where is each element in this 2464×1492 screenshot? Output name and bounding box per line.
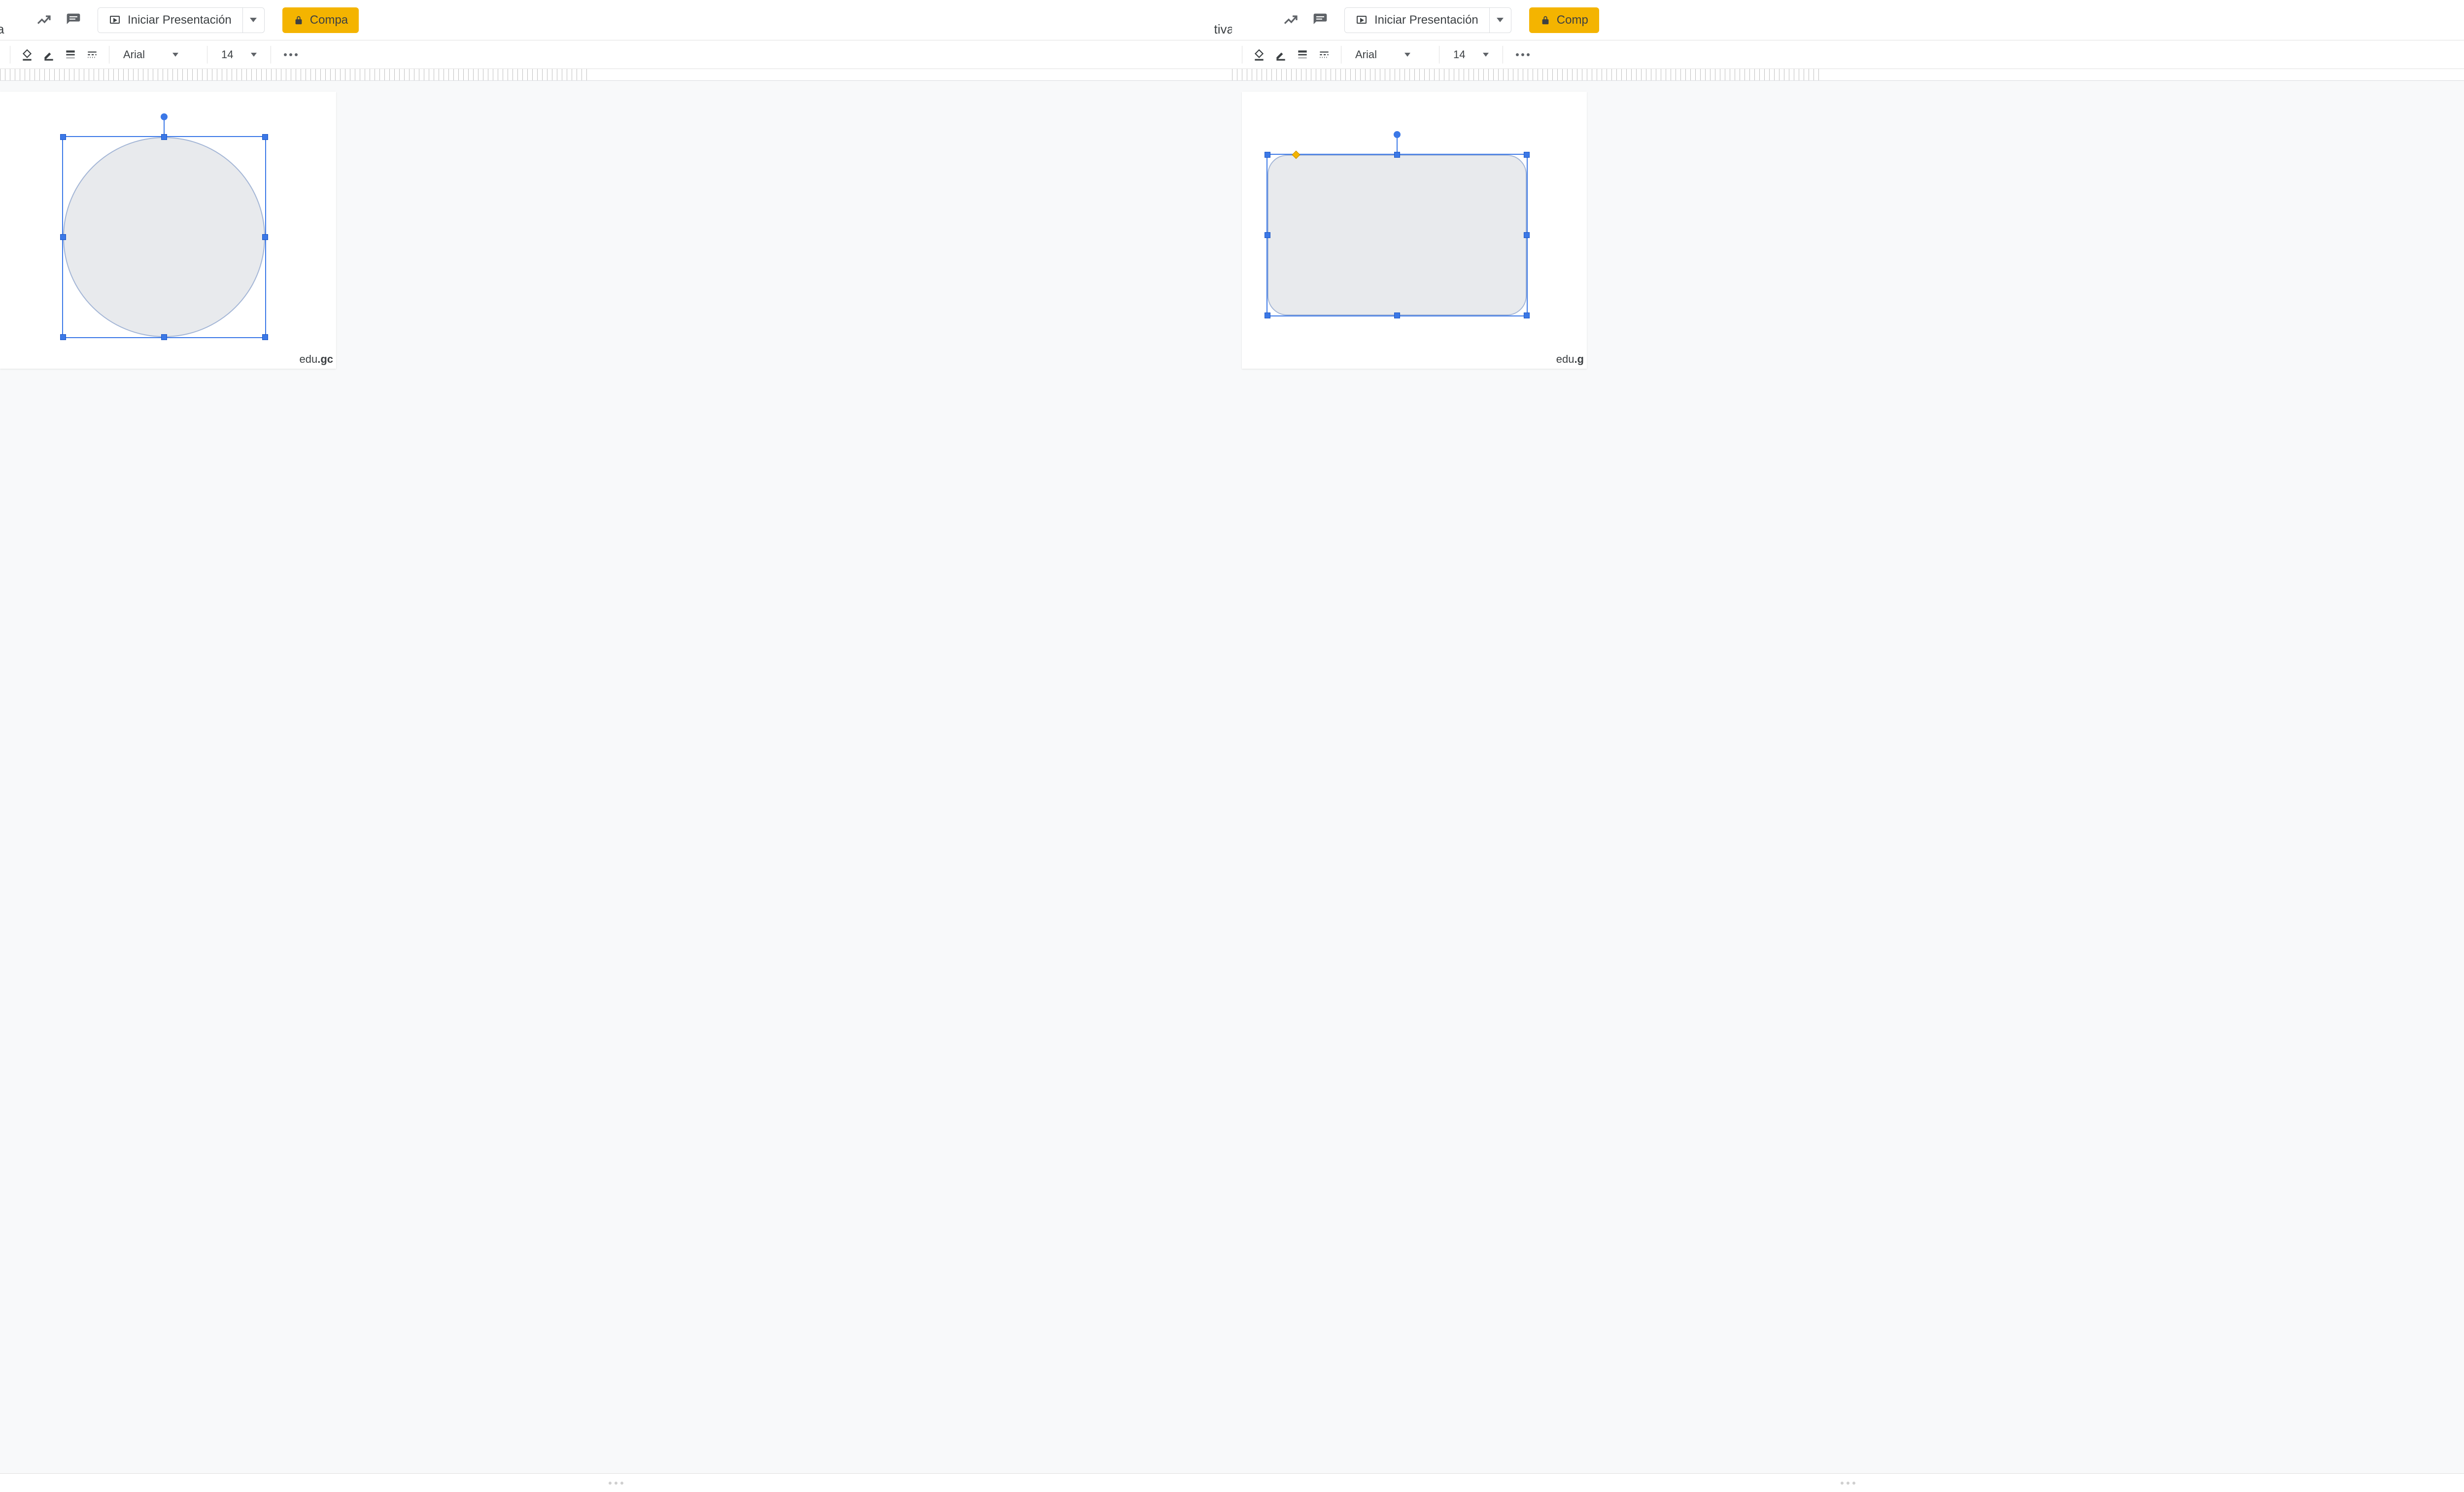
resize-handle-tm[interactable] xyxy=(1394,152,1400,158)
more-options-icon[interactable] xyxy=(278,53,304,56)
present-button[interactable]: Iniciar Presentación xyxy=(1345,8,1489,33)
canvas-area[interactable]: edu.g xyxy=(1232,81,2464,1473)
ellipse-shape[interactable] xyxy=(63,137,265,337)
font-family-value: Arial xyxy=(1355,48,1377,61)
rotate-handle[interactable] xyxy=(1394,131,1401,138)
present-button-group: Iniciar Presentación xyxy=(1344,7,1511,33)
topbar: a Iniciar Presentación Compa tiva xyxy=(0,0,1232,40)
selection-box[interactable] xyxy=(62,136,266,338)
font-size-select[interactable]: 14 xyxy=(1446,48,1496,61)
resize-handle-tr[interactable] xyxy=(262,134,268,140)
border-dash-icon[interactable] xyxy=(1314,45,1334,65)
font-family-value: Arial xyxy=(123,48,145,61)
resize-handle-tl[interactable] xyxy=(60,134,66,140)
share-button[interactable]: Comp xyxy=(1529,7,1599,33)
comment-icon[interactable] xyxy=(64,12,83,28)
slide[interactable]: edu.gc xyxy=(0,92,336,369)
present-button-label: Iniciar Presentación xyxy=(128,13,232,27)
fill-color-icon[interactable] xyxy=(17,45,37,65)
resize-handle-mr[interactable] xyxy=(1524,232,1530,238)
rounded-rect-shape[interactable] xyxy=(1267,155,1527,315)
present-dropdown[interactable] xyxy=(242,8,264,33)
explore-icon[interactable] xyxy=(1281,12,1300,28)
present-button-group: Iniciar Presentación xyxy=(98,7,265,33)
more-options-icon[interactable] xyxy=(1510,53,1536,56)
horizontal-ruler xyxy=(0,69,1232,81)
resize-handle-tm[interactable] xyxy=(161,134,167,140)
border-color-icon[interactable] xyxy=(1271,45,1291,65)
bottom-strip xyxy=(1232,1473,2464,1492)
present-button-label: Iniciar Presentación xyxy=(1374,13,1478,27)
explore-icon[interactable] xyxy=(34,12,53,28)
selection-box[interactable] xyxy=(1266,154,1528,316)
horizontal-ruler xyxy=(1232,69,2464,81)
cropped-text-right: tiva xyxy=(1214,22,1232,37)
present-button[interactable]: Iniciar Presentación xyxy=(98,8,242,33)
rotate-handle[interactable] xyxy=(161,113,168,120)
border-dash-icon[interactable] xyxy=(82,45,102,65)
canvas-area[interactable]: edu.gc xyxy=(0,81,1232,1473)
pane-right: Iniciar Presentación Comp xyxy=(1232,0,2464,1492)
cropped-text-left: a xyxy=(0,22,4,37)
resize-handle-tl[interactable] xyxy=(1265,152,1270,158)
resize-handle-br[interactable] xyxy=(262,334,268,340)
format-toolbar: Arial 14 xyxy=(0,40,1232,69)
font-size-select[interactable]: 14 xyxy=(214,48,264,61)
share-button-label: Compa xyxy=(310,13,348,27)
slide[interactable]: edu.g xyxy=(1242,92,1587,369)
topbar: Iniciar Presentación Comp xyxy=(1232,0,2464,40)
pane-left: a Iniciar Presentación Compa tiva xyxy=(0,0,1232,1492)
watermark: edu.gc xyxy=(299,353,333,366)
resize-handle-mr[interactable] xyxy=(262,234,268,240)
rotate-stem xyxy=(164,118,165,134)
share-button-label: Comp xyxy=(1557,13,1588,27)
rotate-stem xyxy=(1397,136,1398,152)
border-weight-icon[interactable] xyxy=(61,45,80,65)
watermark: edu.g xyxy=(1556,353,1584,366)
resize-handle-br[interactable] xyxy=(1524,312,1530,318)
border-color-icon[interactable] xyxy=(39,45,59,65)
font-family-select[interactable]: Arial xyxy=(116,48,200,61)
resize-handle-bm[interactable] xyxy=(161,334,167,340)
resize-handle-ml[interactable] xyxy=(60,234,66,240)
present-dropdown[interactable] xyxy=(1489,8,1511,33)
resize-handle-ml[interactable] xyxy=(1265,232,1270,238)
bottom-strip xyxy=(0,1473,1232,1492)
font-size-value: 14 xyxy=(221,48,233,61)
font-family-select[interactable]: Arial xyxy=(1348,48,1432,61)
fill-color-icon[interactable] xyxy=(1249,45,1269,65)
comment-icon[interactable] xyxy=(1311,12,1330,28)
resize-handle-tr[interactable] xyxy=(1524,152,1530,158)
format-toolbar: Arial 14 xyxy=(1232,40,2464,69)
resize-handle-bl[interactable] xyxy=(60,334,66,340)
font-size-value: 14 xyxy=(1453,48,1465,61)
share-button[interactable]: Compa xyxy=(282,7,359,33)
resize-handle-bl[interactable] xyxy=(1265,312,1270,318)
resize-handle-bm[interactable] xyxy=(1394,312,1400,318)
border-weight-icon[interactable] xyxy=(1293,45,1312,65)
